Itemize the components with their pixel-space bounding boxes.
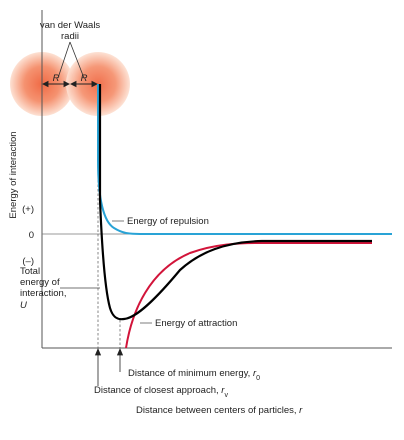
total-label-line2: energy of [20,277,60,288]
tick-zero: 0 [29,230,34,241]
total-label-line3: interaction, [20,288,66,299]
y-axis-label: Energy of interaction [8,131,19,218]
closest-approach-label: Distance of closest approach, rv [94,385,228,399]
total-label-line1: Total [20,266,40,277]
axes [41,10,392,349]
vdw-label-line1: van der Waals [40,20,101,31]
min-energy-label: Distance of minimum energy, r0 [128,368,260,382]
repulsion-curve [97,84,392,235]
bottom-arrows [94,347,124,386]
attraction-label: Energy of attraction [155,318,237,329]
total-energy-curve [98,84,372,321]
vdw-label-line2: radii [61,31,79,42]
radius-arrows [41,80,99,88]
attraction-curve [125,242,372,349]
tick-minus: (–) [22,256,34,267]
x-axis-label: Distance between centers of particles, r [136,405,303,416]
radius-label-left: R [53,73,60,84]
radius-label-right: R [81,73,88,84]
total-label-line4: U [20,300,27,311]
tick-plus: (+) [22,204,34,215]
vdw-pointer-lines [57,41,85,79]
repulsion-label: Energy of repulsion [127,216,209,227]
